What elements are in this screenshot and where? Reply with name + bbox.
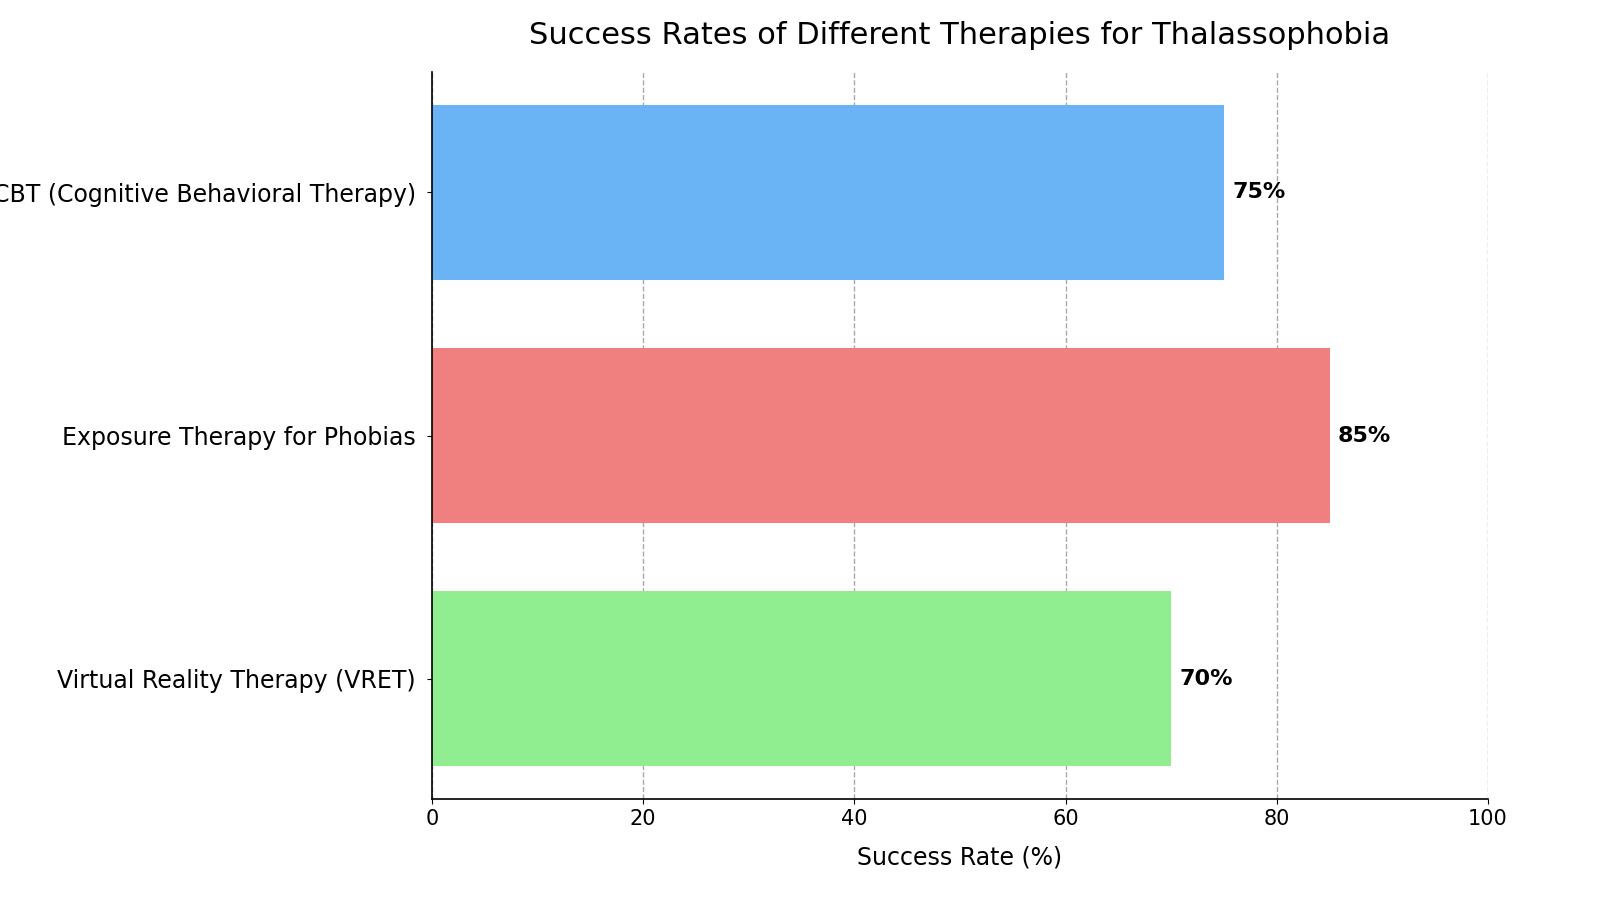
Text: 75%: 75% [1232, 182, 1286, 202]
X-axis label: Success Rate (%): Success Rate (%) [858, 846, 1062, 869]
Bar [432, 348, 1330, 523]
Title: Success Rates of Different Therapies for Thalassophobia: Success Rates of Different Therapies for… [530, 21, 1390, 50]
Bar [432, 591, 1171, 766]
Bar [432, 105, 1224, 280]
Text: 70%: 70% [1179, 669, 1234, 689]
Text: 85%: 85% [1338, 426, 1392, 445]
